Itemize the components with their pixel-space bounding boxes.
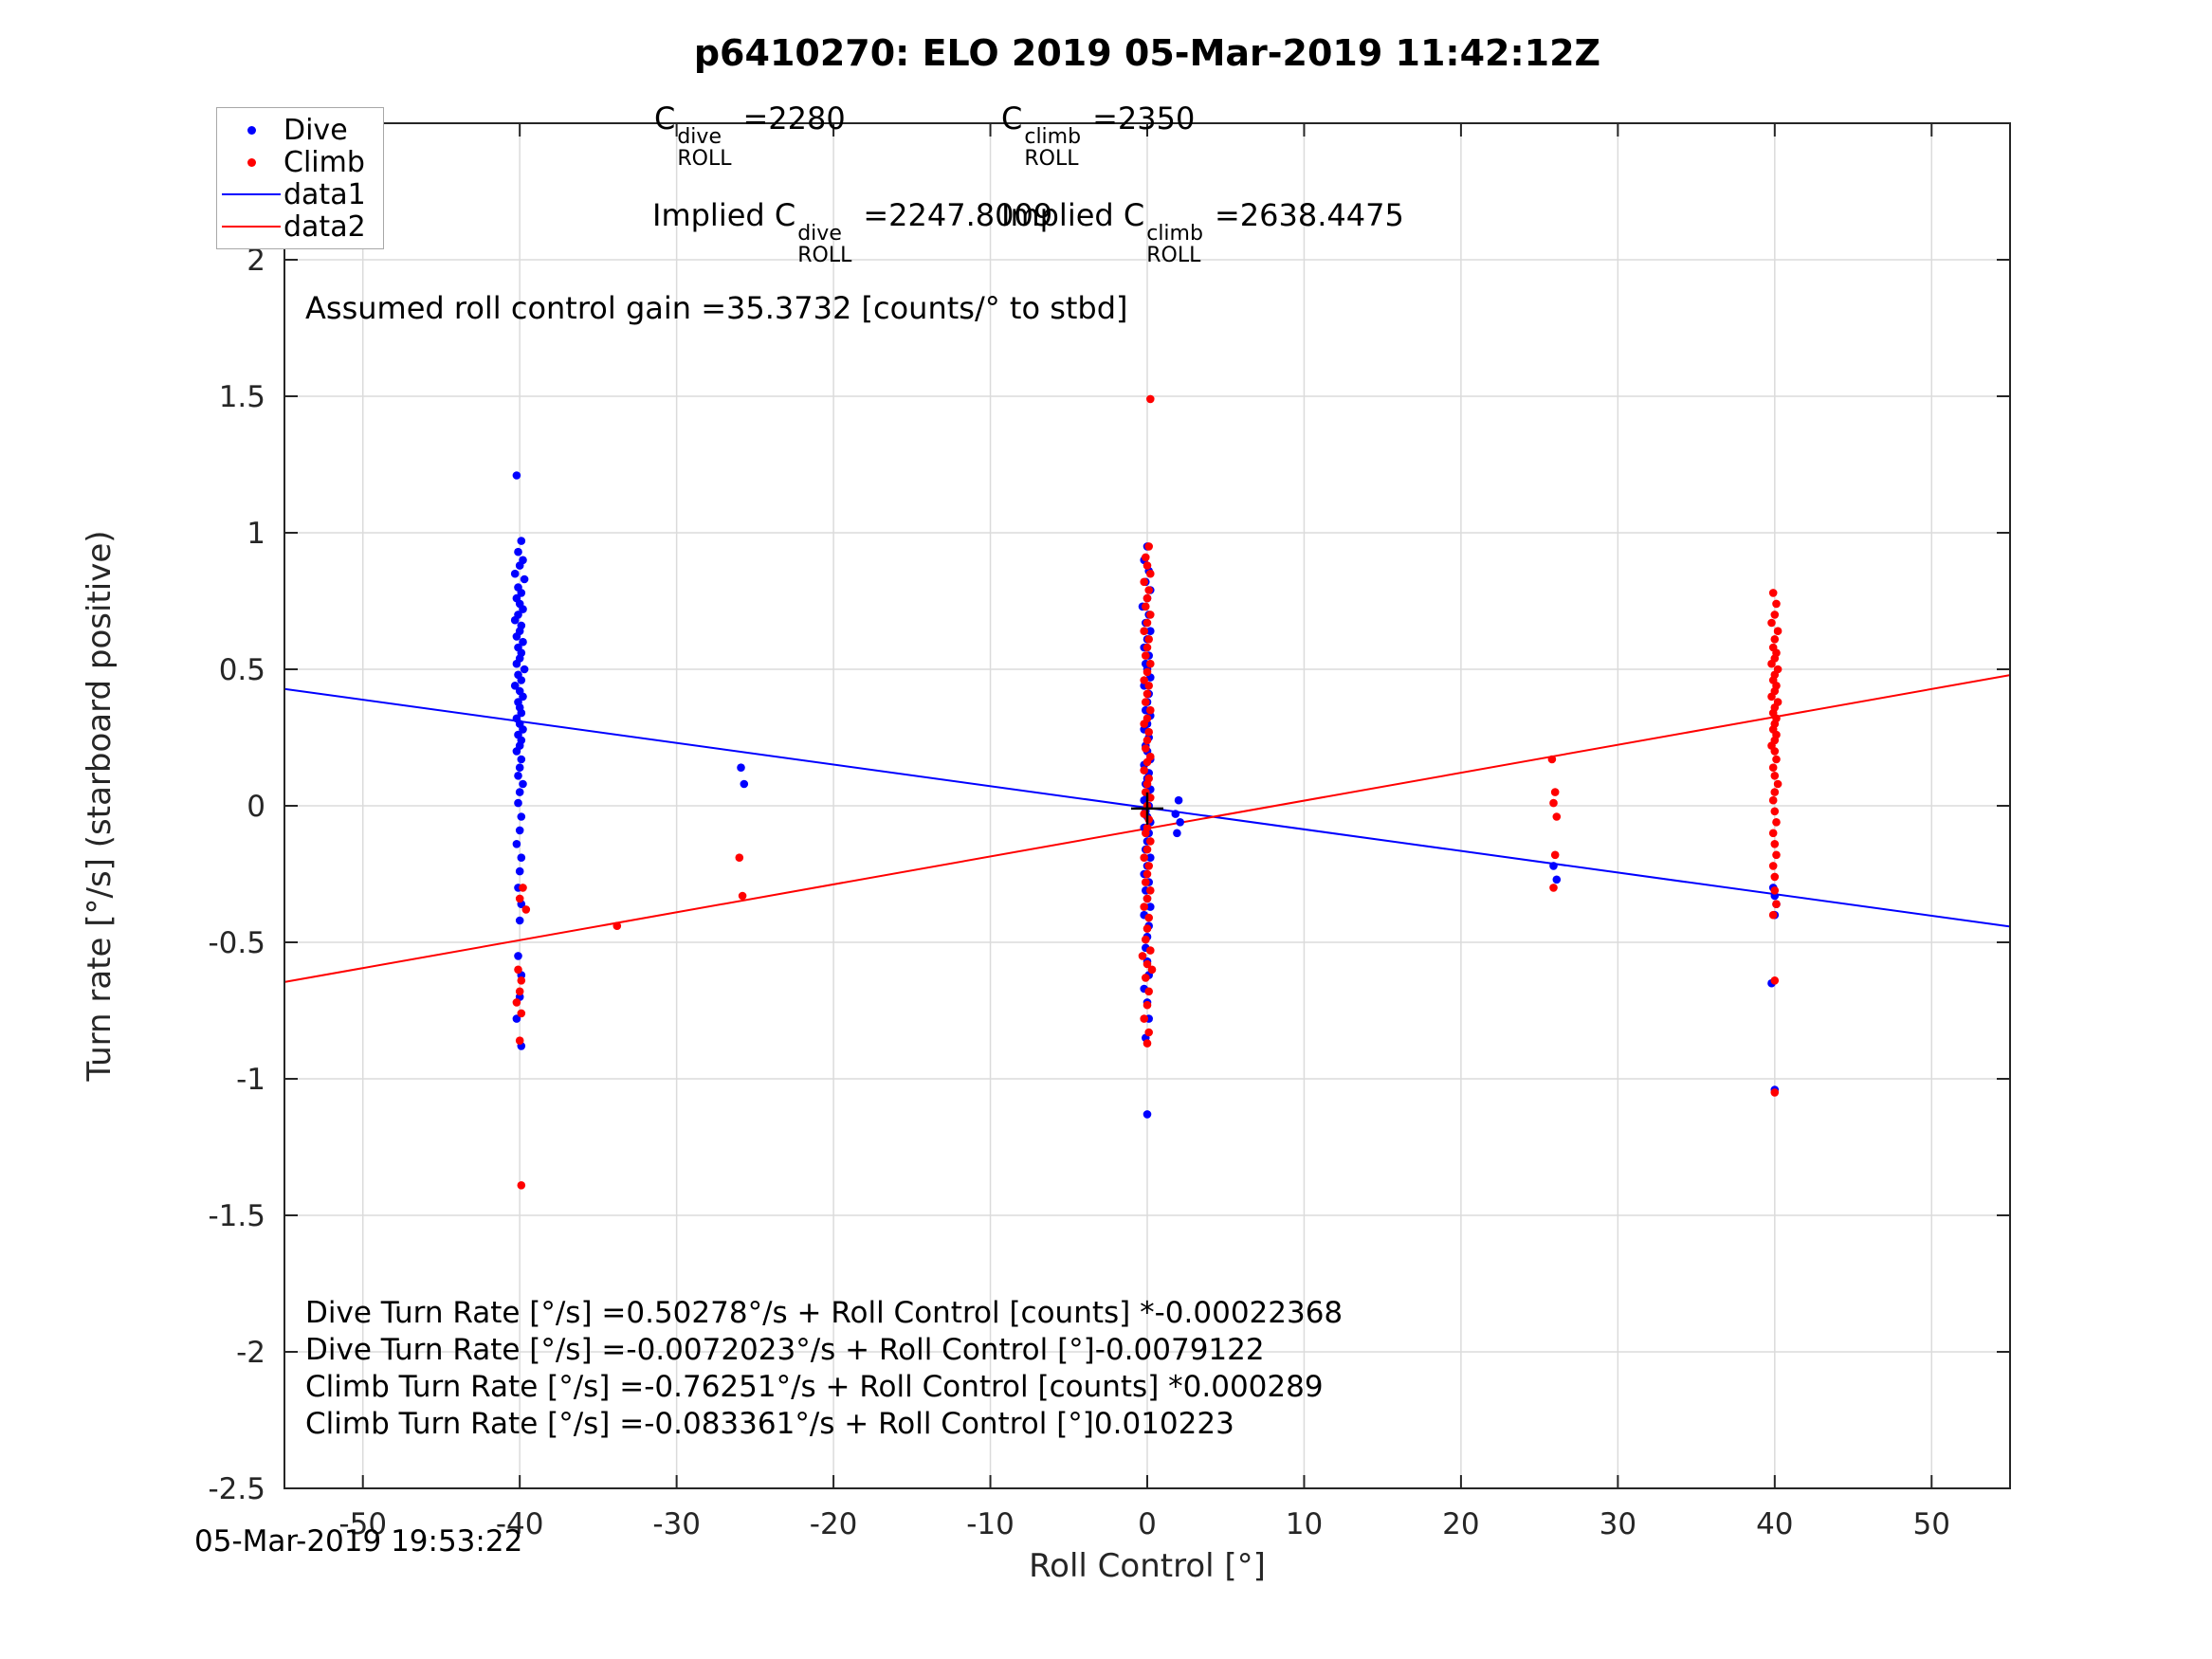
svg-text:50: 50	[1913, 1507, 1950, 1541]
svg-text:1.5: 1.5	[219, 380, 265, 414]
c-symbol: Implied C	[652, 197, 796, 233]
c-value: =2280	[742, 100, 846, 137]
svg-text:-1: -1	[236, 1063, 265, 1097]
c-value: =2638.4475	[1214, 197, 1404, 233]
svg-text:-10: -10	[966, 1507, 1015, 1541]
gain-annotation: Assumed roll control gain =35.3732 [coun…	[305, 290, 1128, 326]
svg-text:20: 20	[1442, 1507, 1479, 1541]
legend-label: Climb	[283, 145, 365, 179]
equation-line: Dive Turn Rate [°/s] =0.50278°/s + Roll …	[305, 1296, 1344, 1330]
c-value: =2350	[1092, 100, 1196, 137]
legend-item-climb: Climb	[219, 145, 366, 179]
c-superscript: dive	[797, 222, 842, 246]
legend-line-marker	[219, 226, 283, 228]
svg-text:0: 0	[247, 790, 265, 824]
equation-line: Dive Turn Rate [°/s] =-0.0072023°/s + Ro…	[305, 1333, 1265, 1367]
y-axis-label: Turn rate [°/s] (starboard positive)	[81, 530, 119, 1082]
x-axis-label: Roll Control [°]	[1029, 1547, 1266, 1585]
svg-text:-20: -20	[810, 1507, 858, 1541]
svg-text:-0.5: -0.5	[209, 926, 266, 960]
svg-text:30: 30	[1600, 1507, 1636, 1541]
equation-line: Climb Turn Rate [°/s] =-0.76251°/s + Rol…	[305, 1370, 1324, 1404]
legend-dot-marker	[219, 157, 283, 167]
creation-timestamp: 05-Mar-2019 19:53:22	[194, 1524, 523, 1559]
svg-text:-50: -50	[338, 1507, 387, 1541]
svg-text:-2.5: -2.5	[209, 1472, 266, 1506]
svg-text:2: 2	[247, 244, 265, 278]
c-subscript: ROLL	[1024, 147, 1079, 172]
legend-item-dive: Dive	[219, 113, 366, 147]
c-subscript: ROLL	[797, 244, 852, 268]
c-script-stack: dive ROLL	[677, 126, 731, 170]
svg-text:1: 1	[247, 517, 265, 551]
svg-text:-1.5: -1.5	[209, 1199, 266, 1233]
svg-text:-40: -40	[496, 1507, 544, 1541]
c-superscript: climb	[1146, 222, 1203, 246]
svg-text:10: 10	[1286, 1507, 1323, 1541]
legend-dot-marker	[219, 125, 283, 135]
legend: Dive Climb data1 data2	[216, 107, 384, 249]
c-superscript: climb	[1024, 125, 1082, 149]
svg-text:-2: -2	[236, 1336, 265, 1370]
legend-item-data2: data2	[219, 210, 366, 244]
c-script-stack: climb ROLL	[1024, 126, 1081, 170]
c-symbol: C	[1001, 100, 1023, 137]
c-symbol: C	[654, 100, 676, 137]
c-value: =2247.8009	[863, 197, 1053, 233]
fit-equations: Dive Turn Rate [°/s] =0.50278°/s + Roll …	[305, 1295, 1343, 1443]
c-superscript: dive	[677, 125, 722, 149]
c-script-stack: climb ROLL	[1146, 223, 1203, 266]
legend-label: data1	[283, 177, 366, 211]
c-subscript: ROLL	[677, 147, 732, 172]
c-symbol: Implied C	[1001, 197, 1145, 233]
svg-text:-30: -30	[652, 1507, 701, 1541]
legend-label: Dive	[283, 113, 348, 147]
svg-text:40: 40	[1756, 1507, 1793, 1541]
equation-line: Climb Turn Rate [°/s] =-0.083361°/s + Ro…	[305, 1407, 1234, 1441]
legend-item-data1: data1	[219, 177, 366, 211]
legend-label: data2	[283, 210, 366, 244]
legend-line-marker	[219, 193, 283, 195]
svg-text:0: 0	[1138, 1507, 1157, 1541]
svg-text:0.5: 0.5	[219, 653, 265, 687]
c-script-stack: dive ROLL	[797, 223, 851, 266]
chart-title: p6410270: ELO 2019 05-Mar-2019 11:42:12Z	[693, 32, 1601, 74]
c-subscript: ROLL	[1146, 244, 1201, 268]
